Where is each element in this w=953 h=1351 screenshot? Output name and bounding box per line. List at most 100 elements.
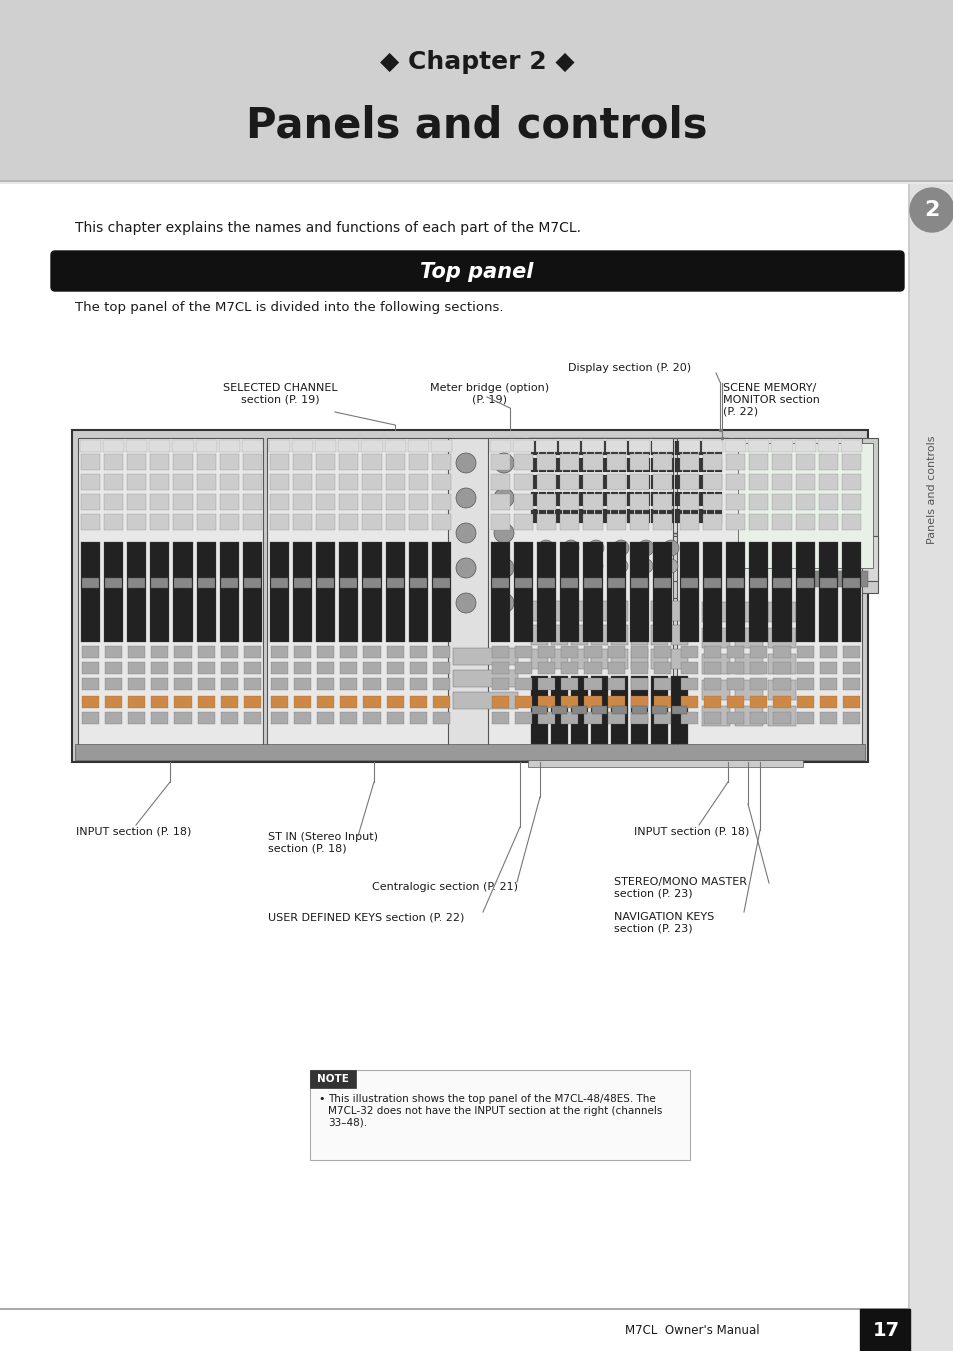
Bar	[555, 458, 561, 471]
Bar	[314, 440, 336, 453]
Bar	[725, 474, 744, 490]
Bar	[103, 440, 124, 453]
Bar	[315, 542, 335, 642]
Bar	[546, 509, 554, 523]
Bar	[872, 1309, 909, 1351]
Bar	[80, 440, 101, 453]
Bar	[749, 454, 768, 470]
Bar	[546, 458, 554, 471]
Bar	[385, 494, 404, 509]
Bar	[703, 662, 720, 674]
Bar	[795, 542, 814, 642]
Bar	[610, 458, 618, 471]
Bar	[666, 440, 673, 455]
Text: SCENE MEMORY/
MONITOR section
(P. 22): SCENE MEMORY/ MONITOR section (P. 22)	[722, 382, 819, 416]
Bar	[195, 440, 216, 453]
Bar	[583, 474, 602, 490]
Bar	[361, 440, 382, 453]
Bar	[453, 648, 517, 665]
Bar	[552, 707, 566, 713]
Bar	[651, 440, 672, 453]
Bar	[578, 440, 585, 455]
Bar	[607, 696, 624, 708]
Bar	[702, 474, 721, 490]
Bar	[128, 678, 145, 690]
Circle shape	[456, 523, 476, 543]
Bar	[310, 1070, 355, 1088]
Bar	[909, 184, 953, 1351]
Bar	[607, 578, 624, 588]
Bar	[271, 578, 288, 588]
Bar	[706, 476, 713, 489]
Bar	[271, 646, 288, 658]
Bar	[571, 440, 578, 455]
Bar	[679, 454, 699, 470]
Bar	[294, 712, 311, 724]
Bar	[270, 542, 289, 642]
Bar	[244, 696, 261, 708]
Bar	[653, 646, 670, 658]
Bar	[127, 474, 146, 490]
Bar	[531, 440, 537, 455]
Bar	[292, 440, 313, 453]
Bar	[817, 440, 838, 453]
Bar	[104, 474, 123, 490]
Text: The top panel of the M7CL is divided into the following sections.: The top panel of the M7CL is divided int…	[75, 300, 503, 313]
Bar	[703, 646, 720, 658]
Bar	[267, 438, 452, 748]
Bar	[515, 578, 532, 588]
Bar	[197, 712, 214, 724]
Bar	[682, 509, 689, 523]
Bar	[702, 494, 721, 509]
Bar	[734, 603, 762, 621]
Bar	[841, 454, 861, 470]
Bar	[105, 712, 122, 724]
Bar	[675, 509, 681, 523]
Bar	[699, 492, 705, 507]
Bar	[173, 454, 193, 470]
Bar	[602, 509, 609, 523]
Text: Panels and controls: Panels and controls	[926, 436, 936, 544]
Bar	[702, 542, 721, 642]
Bar	[174, 578, 192, 588]
Bar	[750, 678, 767, 690]
Bar	[562, 476, 569, 489]
Bar	[537, 494, 556, 509]
Bar	[714, 492, 721, 507]
Text: NAVIGATION KEYS
section (P. 23): NAVIGATION KEYS section (P. 23)	[614, 912, 714, 934]
Bar	[602, 458, 609, 471]
Bar	[629, 454, 648, 470]
Bar	[841, 474, 861, 490]
Bar	[682, 440, 689, 455]
Bar	[680, 646, 698, 658]
Bar	[590, 626, 607, 644]
Bar	[583, 494, 602, 509]
Bar	[537, 474, 556, 490]
Bar	[726, 712, 743, 724]
Bar	[630, 626, 647, 644]
Bar	[197, 696, 214, 708]
Bar	[771, 440, 792, 453]
Bar	[104, 454, 123, 470]
Bar	[82, 662, 99, 674]
Bar	[527, 598, 692, 746]
Bar	[653, 696, 670, 708]
Bar	[842, 578, 859, 588]
Bar	[386, 578, 403, 588]
Bar	[271, 678, 288, 690]
Bar	[537, 712, 555, 724]
Bar	[666, 492, 673, 507]
Bar	[363, 578, 380, 588]
Bar	[271, 696, 288, 708]
Bar	[628, 440, 649, 453]
Bar	[491, 513, 510, 530]
Bar	[315, 474, 335, 490]
Bar	[196, 474, 215, 490]
Bar	[590, 676, 607, 744]
Bar	[651, 707, 666, 713]
Bar	[492, 646, 509, 658]
Circle shape	[456, 488, 476, 508]
Bar	[842, 678, 859, 690]
Bar	[293, 542, 312, 642]
Bar	[551, 626, 567, 644]
